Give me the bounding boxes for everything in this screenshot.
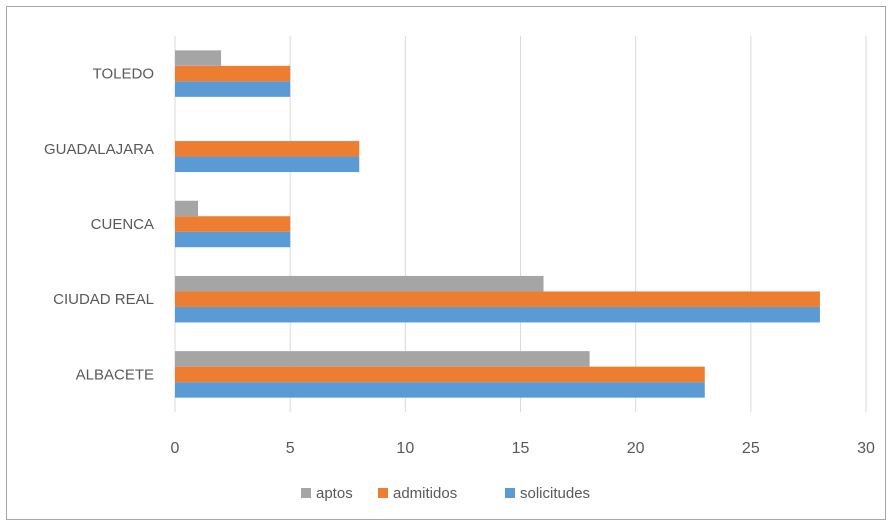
category-label-guadalajara: GUADALAJARA (44, 141, 154, 158)
category-label-cuenca: CUENCA (91, 216, 154, 233)
bar-solicitudes-cuenca (175, 231, 291, 248)
bar-admitidos-guadalajara (175, 141, 360, 157)
bar-solicitudes-albacete (175, 382, 705, 398)
bar-aptos-toledo (175, 50, 222, 66)
bars (175, 50, 820, 398)
bar-aptos-ciudad-real (175, 275, 544, 292)
bar-admitidos-albacete (175, 366, 705, 383)
x-tick-label-0: 0 (171, 440, 180, 457)
legend-swatch-admitidos (378, 488, 388, 498)
category-label-albacete: ALBACETE (76, 366, 154, 383)
x-tick-label-5: 5 (286, 440, 295, 457)
bar-solicitudes-toledo (175, 81, 291, 97)
bar-admitidos-ciudad-real (175, 291, 820, 307)
legend-label-admitidos: admitidos (393, 485, 457, 502)
bar-admitidos-cuenca (175, 216, 291, 232)
legend-label-solicitudes: solicitudes (520, 485, 590, 502)
category-label-ciudad-real: CIUDAD REAL (53, 291, 154, 308)
x-tick-label-10: 10 (396, 440, 414, 457)
bar-solicitudes-guadalajara (175, 156, 360, 173)
x-tick-label-15: 15 (512, 440, 530, 457)
legend-label-aptos: aptos (316, 485, 353, 502)
bar-aptos-cuenca (175, 200, 199, 217)
category-label-toledo: TOLEDO (93, 66, 154, 83)
legend-swatch-solicitudes (505, 488, 515, 498)
bar-admitidos-toledo (175, 65, 291, 82)
x-tick-label-20: 20 (627, 440, 645, 457)
bar-aptos-albacete (175, 351, 590, 367)
bar-solicitudes-ciudad-real (175, 306, 820, 323)
tick-labels: 0 5 10 15 20 25 30 (171, 440, 875, 457)
gridlines (174, 36, 867, 412)
legend-swatch-aptos (301, 488, 311, 498)
x-tick-label-30: 30 (857, 440, 875, 457)
x-tick-label-25: 25 (742, 440, 760, 457)
chart-frame (6, 6, 886, 520)
category-labels: ALBACETE CIUDAD REAL CUENCA GUADALAJARA TOLE… (44, 66, 154, 384)
legend: aptos admitidos solicitudes (301, 485, 590, 502)
